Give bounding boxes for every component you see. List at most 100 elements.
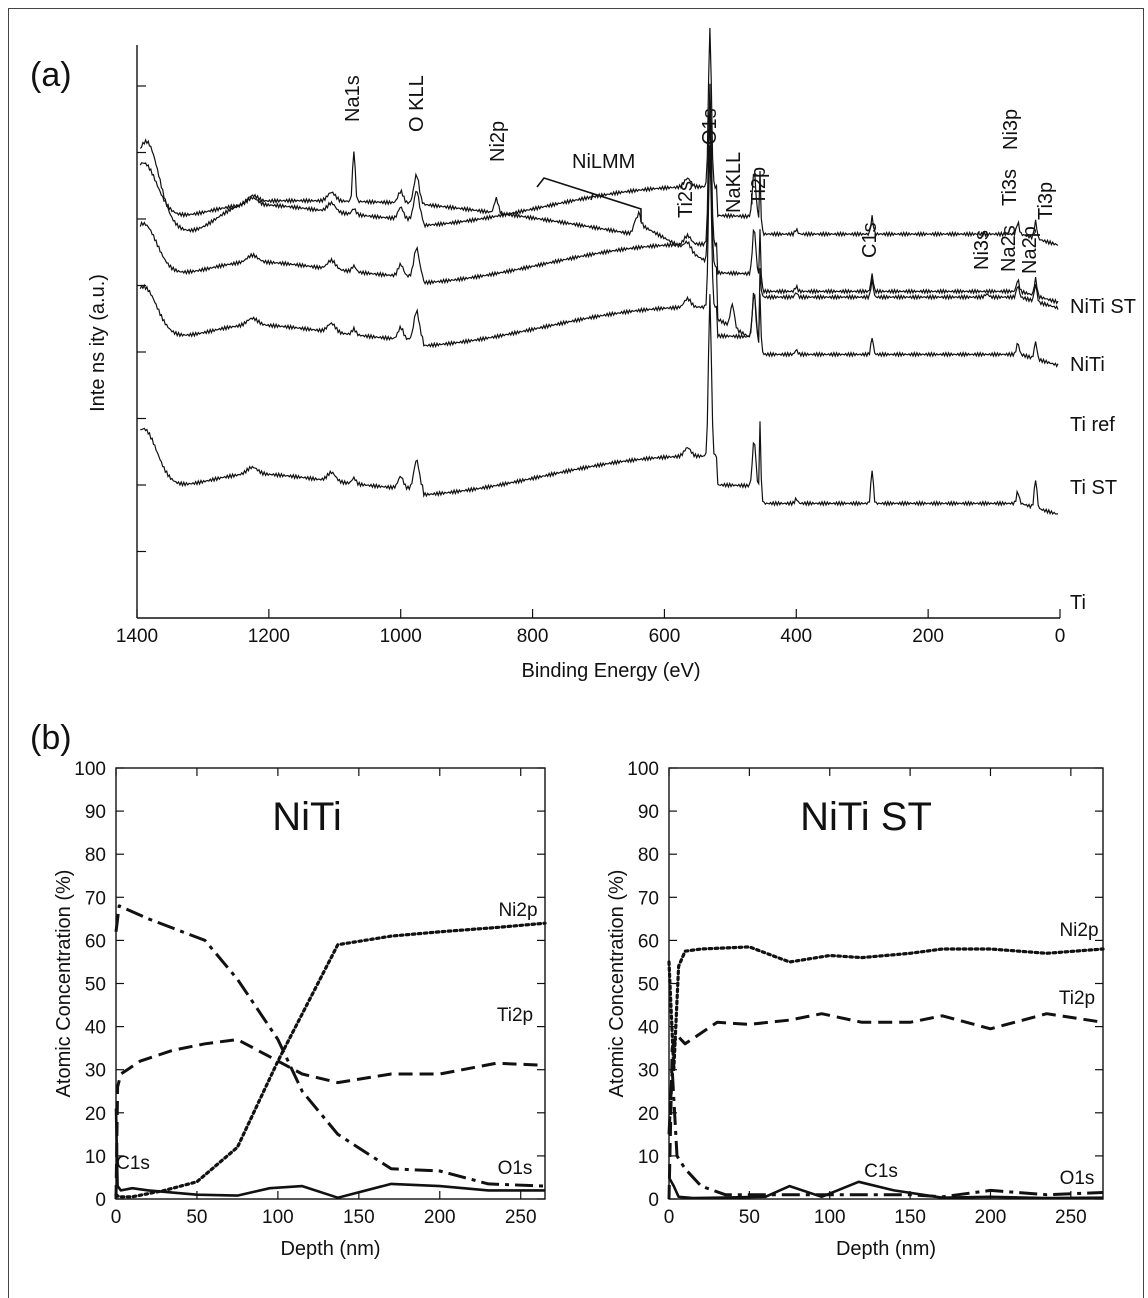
depth-profile-niti: 0 10 20 30 40 50 60 70 80 90 100 0 50 100 150 200 250 NiT… bbox=[53, 759, 547, 1260]
spectrum-x-tick-label: 1200 bbox=[248, 626, 290, 647]
depth-series-o1s bbox=[114, 904, 546, 1188]
spectrum-ticks: 1400 1200 1000 800 600 400 200 0 bbox=[116, 85, 1066, 647]
depth-y-tick-label: 30 bbox=[638, 1061, 659, 1082]
depth-x-tick-label: 0 bbox=[664, 1207, 675, 1228]
spectrum-curve-ti-st bbox=[139, 145, 1059, 368]
depth-y-tick-label: 0 bbox=[648, 1190, 659, 1211]
depth-y-tick-label: 40 bbox=[85, 1018, 106, 1039]
spectrum-series-label: Ti ref bbox=[1070, 414, 1115, 436]
depth-x-tick-label: 250 bbox=[505, 1207, 537, 1228]
depth-y-tick-label: 20 bbox=[85, 1104, 106, 1125]
depth-series-label: Ni2p bbox=[1059, 920, 1098, 941]
depth-x-tick-label: 50 bbox=[739, 1207, 760, 1228]
depth-series-label: O1s bbox=[1060, 1168, 1095, 1189]
depth-y-label: Atomic Concentration (%) bbox=[53, 870, 75, 1098]
peak-label: O1s bbox=[699, 108, 721, 145]
depth-x-tick-label: 200 bbox=[424, 1207, 456, 1228]
figure-frame bbox=[8, 8, 1144, 1298]
peak-label: O KLL bbox=[406, 75, 428, 132]
depth-series-ni2p bbox=[667, 945, 1105, 1072]
depth-x-label: Depth (nm) bbox=[280, 1238, 380, 1260]
depth-y-tick-label: 10 bbox=[85, 1147, 106, 1168]
nilmm-bracket bbox=[536, 177, 642, 222]
depth-y-tick-label: 50 bbox=[638, 975, 659, 996]
spectrum-curve-ti bbox=[140, 294, 1059, 516]
spectrum-curve-niti-st bbox=[139, 115, 1059, 343]
depth-series-ni2p bbox=[114, 921, 547, 1199]
depth-x-tick-label: 100 bbox=[814, 1207, 846, 1228]
depth-x-label: Depth (nm) bbox=[836, 1238, 936, 1260]
depth-series-label: Ti2p bbox=[497, 1005, 533, 1026]
peak-label: Ni3p bbox=[1000, 109, 1022, 150]
depth-y-tick-label: 60 bbox=[638, 931, 659, 952]
spectrum-x-tick-label: 1400 bbox=[116, 626, 158, 647]
depth-y-tick-label: 100 bbox=[627, 759, 659, 780]
spectrum-x-tick-label: 200 bbox=[912, 626, 944, 647]
peak-label: Na1s bbox=[342, 75, 364, 122]
depth-y-tick-label: 20 bbox=[638, 1104, 659, 1125]
spectrum-x-tick-label: 800 bbox=[517, 626, 549, 647]
peak-label: Na2s bbox=[998, 225, 1020, 272]
spectrum-y-label: Inte ns ity (a.u.) bbox=[87, 274, 109, 412]
depth-series-ti2p bbox=[114, 1038, 546, 1200]
spectrum-curves bbox=[139, 27, 1059, 516]
depth-series-o1s bbox=[667, 1068, 1104, 1199]
depth-y-tick-label: 100 bbox=[74, 759, 106, 780]
depth-series-label: Ni2p bbox=[498, 900, 537, 921]
depth-y-tick-label: 80 bbox=[638, 845, 659, 866]
depth-series-c1s bbox=[667, 1176, 1104, 1200]
depth-y-tick-label: 90 bbox=[638, 802, 659, 823]
depth-y-tick-label: 0 bbox=[95, 1190, 106, 1211]
spectrum-x-tick-label: 0 bbox=[1055, 626, 1066, 647]
depth-series-ti2p bbox=[667, 1012, 1104, 1200]
spectrum-series-label: Ti bbox=[1070, 592, 1086, 614]
depth-y-tick-label: 10 bbox=[638, 1147, 659, 1168]
depth-plot-title: NiTi ST bbox=[800, 795, 932, 839]
peak-label: Na2p bbox=[1019, 226, 1041, 274]
spectrum-curve-ti-ref bbox=[139, 83, 1059, 305]
depth-y-tick-label: 70 bbox=[638, 888, 659, 909]
depth-x-tick-label: 200 bbox=[975, 1207, 1007, 1228]
spectrum-series-labels: NiTi ST NiTi Ti ref Ti ST Ti bbox=[1070, 296, 1136, 614]
peak-label: Ti3p bbox=[1035, 182, 1057, 220]
depth-y-label: Atomic Concentration (%) bbox=[606, 870, 628, 1098]
depth-plot-title: NiTi bbox=[272, 795, 342, 839]
depth-x-tick-label: 150 bbox=[343, 1207, 375, 1228]
depth-y-tick-label: 50 bbox=[85, 975, 106, 996]
spectrum-series-label: NiTi bbox=[1070, 354, 1105, 376]
depth-y-tick-label: 40 bbox=[638, 1018, 659, 1039]
spectrum-x-tick-label: 600 bbox=[649, 626, 681, 647]
peak-label: Ti3s bbox=[999, 169, 1021, 206]
depth-y-tick-label: 60 bbox=[85, 931, 106, 952]
peak-label: Ni2p bbox=[487, 121, 509, 162]
depth-x-tick-label: 100 bbox=[262, 1207, 294, 1228]
depth-x-tick-label: 0 bbox=[111, 1207, 122, 1228]
spectrum-series-label: NiTi ST bbox=[1070, 296, 1136, 318]
depth-profile-niti-st: 0 10 20 30 40 50 60 70 80 90 100 0 50 100 150 200 250 NiT… bbox=[606, 759, 1105, 1260]
depth-x-tick-label: 250 bbox=[1055, 1207, 1087, 1228]
depth-series-label: Ti2p bbox=[1059, 988, 1095, 1009]
depth-y-tick-label: 70 bbox=[85, 888, 106, 909]
peak-label: C1s bbox=[859, 222, 881, 258]
peak-label: Ti2s bbox=[675, 181, 697, 218]
peak-label: NiLMM bbox=[572, 151, 635, 173]
spectrum-plot: 1400 1200 1000 800 600 400 200 0 Na1s O KLL Ni2p T… bbox=[87, 27, 1136, 682]
depth-y-tick-label: 90 bbox=[85, 802, 106, 823]
depth-x-tick-label: 150 bbox=[894, 1207, 926, 1228]
depth-series-label: O1s bbox=[498, 1158, 533, 1179]
peak-label: Ni3s bbox=[971, 230, 993, 270]
depth-series-c1s bbox=[114, 1108, 545, 1199]
depth-x-tick-label: 50 bbox=[186, 1207, 207, 1228]
spectrum-x-tick-label: 400 bbox=[780, 626, 812, 647]
spectrum-series-label: Ti ST bbox=[1070, 477, 1117, 499]
peak-label: Ti2p bbox=[748, 167, 770, 205]
panel-b-label: (b) bbox=[30, 719, 72, 757]
spectrum-curve-niti bbox=[139, 27, 1059, 247]
depth-series-label: C1s bbox=[864, 1161, 898, 1182]
depth-y-tick-label: 80 bbox=[85, 845, 106, 866]
depth-series-label: C1s bbox=[116, 1153, 150, 1174]
spectrum-x-tick-label: 1000 bbox=[380, 626, 422, 647]
spectrum-x-label: Binding Energy (eV) bbox=[522, 660, 701, 682]
